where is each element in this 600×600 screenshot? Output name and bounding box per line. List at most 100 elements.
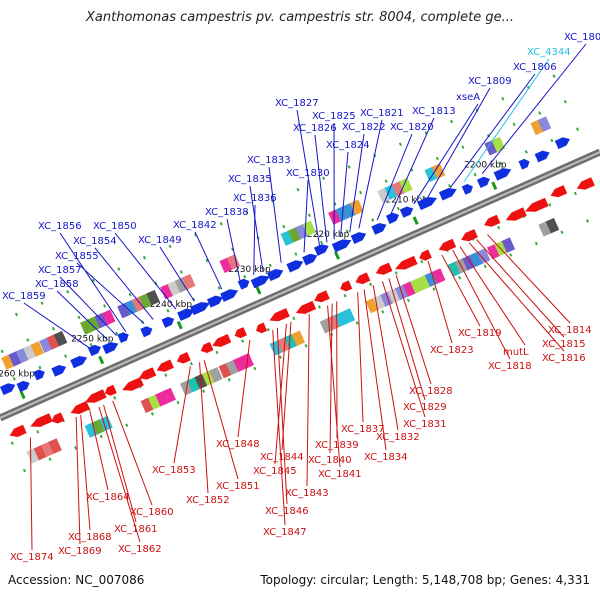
forward-gene-arrow xyxy=(87,344,101,357)
reverse-gene-label: XC_1823 xyxy=(430,345,474,356)
forward-leader-line xyxy=(481,43,587,174)
feature-block-reverse xyxy=(155,390,169,407)
forward-gene-label: XC_1821 xyxy=(360,108,404,119)
reverse-leader-line xyxy=(476,239,565,338)
reverse-gene-label: XC_1853 xyxy=(152,465,196,476)
feature-block-forward xyxy=(342,202,357,219)
feature-block-reverse xyxy=(269,340,284,356)
forward-gene-arrow xyxy=(302,253,318,266)
feature-block-forward xyxy=(23,344,37,360)
feature-block-forward xyxy=(80,319,94,335)
reverse-leader-line xyxy=(75,417,81,545)
feature-block-reverse xyxy=(432,268,446,284)
forward-gene-label: XC_1850 xyxy=(93,221,137,232)
feature-block-reverse xyxy=(462,254,476,271)
feature-block-forward xyxy=(328,209,342,225)
forward-gene-label: XC_1809 xyxy=(468,76,512,87)
reverse-gene-arrow xyxy=(234,327,247,339)
forward-leader-line xyxy=(59,276,117,337)
reverse-gene-arrow xyxy=(104,384,117,396)
feature-block-reverse xyxy=(454,258,469,274)
reverse-gene-arrow xyxy=(340,280,353,292)
forward-gene-arrow xyxy=(161,316,175,328)
feature-block-forward xyxy=(174,277,189,293)
reverse-gene-arrow xyxy=(51,412,65,424)
reverse-gene-label: mutL xyxy=(503,347,529,358)
reverse-leader-line xyxy=(281,321,292,451)
feature-block-reverse xyxy=(372,294,387,310)
feature-block-forward xyxy=(219,257,233,273)
feature-block-reverse xyxy=(447,261,462,277)
reverse-gene-label: XC_1816 xyxy=(542,353,586,364)
reverse-gene-label: XC_1844 xyxy=(260,452,304,463)
reverse-leader-line xyxy=(452,249,511,360)
feature-block-reverse xyxy=(209,366,223,383)
forward-leader-line xyxy=(23,302,90,349)
reverse-leader-line xyxy=(306,313,310,487)
forward-gene-label: XC_1833 xyxy=(247,155,291,166)
feature-block-forward xyxy=(30,341,44,357)
reverse-gene-label: XC_1874 xyxy=(10,552,54,563)
feature-block-forward xyxy=(484,139,498,156)
forward-leader-line xyxy=(159,246,195,302)
reverse-gene-arrow xyxy=(355,272,371,285)
forward-gene-label: XC_1827 xyxy=(275,98,319,109)
forward-gene-label: XC_1836 xyxy=(233,193,277,204)
feature-block-reverse xyxy=(194,373,209,390)
tick-mark xyxy=(491,181,498,191)
forward-leader-line xyxy=(56,290,108,341)
feature-block-forward xyxy=(377,187,391,204)
forward-gene-arrow xyxy=(207,295,223,308)
feature-block-reverse xyxy=(341,308,356,324)
forward-gene-arrow xyxy=(313,244,329,256)
forward-gene-label: XC_1838 xyxy=(205,207,249,218)
feature-block-forward xyxy=(101,309,116,326)
forward-leader-line xyxy=(194,231,223,290)
reverse-leader-line xyxy=(441,254,481,327)
feature-block-forward xyxy=(46,334,61,350)
forward-gene-label: XC_1855 xyxy=(55,251,99,262)
reverse-gene-arrow xyxy=(484,214,501,227)
forward-gene-arrow xyxy=(385,212,400,224)
reverse-gene-arrow xyxy=(295,300,317,314)
reverse-gene-label: XC_1848 xyxy=(216,439,260,450)
feature-block-reverse xyxy=(402,281,417,297)
tick-label: 2260 kbp xyxy=(0,370,35,380)
feature-block-reverse xyxy=(201,370,216,386)
forward-gene-label: XC_1826 xyxy=(293,123,337,134)
reverse-gene-label: XC_1839 xyxy=(315,440,359,451)
reverse-leader-line xyxy=(199,362,209,494)
reverse-gene-arrow xyxy=(438,238,457,252)
reverse-leader-line xyxy=(29,437,33,551)
reverse-gene-arrow xyxy=(505,207,527,221)
feature-block-reverse xyxy=(276,336,291,353)
feature-block-forward xyxy=(117,302,131,319)
reverse-leader-line xyxy=(80,414,91,531)
reverse-leader-line xyxy=(388,278,426,401)
forward-gene-arrow xyxy=(286,260,304,273)
reverse-gene-label: XC_1832 xyxy=(376,432,420,443)
reverse-gene-label: XC_1869 xyxy=(58,546,102,557)
forward-leader-line xyxy=(226,218,241,282)
feature-block-forward xyxy=(1,354,15,370)
reverse-gene-arrow xyxy=(269,308,290,322)
reverse-gene-label: XC_1847 xyxy=(263,527,307,538)
reverse-gene-arrow xyxy=(375,262,393,275)
forward-gene-label: xseA xyxy=(456,92,480,103)
reverse-gene-arrow xyxy=(200,341,214,354)
forward-gene-arrow xyxy=(331,239,352,253)
reverse-gene-label: XC_1828 xyxy=(409,386,453,397)
feature-block-reverse xyxy=(380,291,394,307)
forward-gene-arrow xyxy=(16,380,30,393)
forward-gene-arrow xyxy=(554,137,570,150)
reverse-gene-label: XC_1818 xyxy=(488,361,532,372)
forward-gene-arrow xyxy=(70,356,88,369)
tick-label: 2230 kbp xyxy=(228,265,271,275)
forward-gene-arrow xyxy=(438,187,457,201)
tick-label: 2210 kbp xyxy=(386,195,429,205)
reverse-gene-arrow xyxy=(176,351,191,364)
reverse-gene-arrow xyxy=(30,413,53,427)
feature-block-reverse xyxy=(334,311,348,328)
